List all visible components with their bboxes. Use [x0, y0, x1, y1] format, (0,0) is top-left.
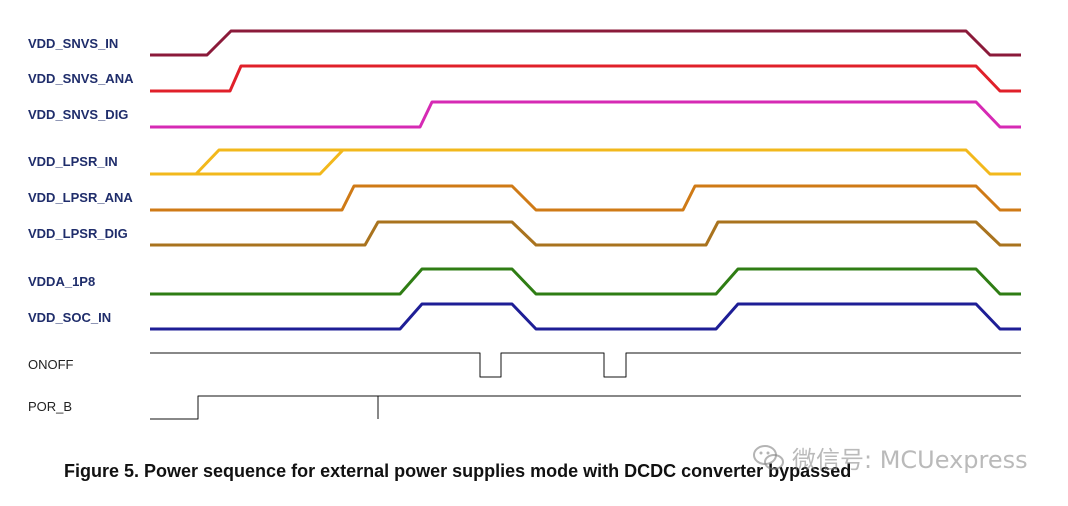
waveform-vdd-lpsr-dig [150, 220, 1021, 247]
label-vdd-snvs-ana: VDD_SNVS_ANA [28, 71, 134, 86]
label-vdd-lpsr-ana: VDD_LPSR_ANA [28, 190, 133, 205]
label-vdd-lpsr-in: VDD_LPSR_IN [28, 154, 118, 169]
waveform-onoff [150, 352, 1021, 378]
label-vdd-snvs-dig: VDD_SNVS_DIG [28, 107, 128, 122]
label-onoff: ONOFF [28, 357, 74, 372]
waveform-vdd-lpsr-in [150, 148, 1021, 176]
label-por-b: POR_B [28, 399, 72, 414]
label-vdd-lpsr-dig: VDD_LPSR_DIG [28, 226, 128, 241]
watermark-text: 微信号: MCUexpress [792, 446, 1028, 474]
waveform-vdd-snvs-dig [150, 100, 1021, 129]
label-vdd-snvs-in: VDD_SNVS_IN [28, 36, 118, 51]
waveform-vdd-soc-in [150, 302, 1021, 331]
waveform-vdd-snvs-ana [150, 64, 1021, 93]
waveform-vdd-lpsr-ana [150, 184, 1021, 212]
label-vdd-soc-in: VDD_SOC_IN [28, 310, 111, 325]
label-vdda-1p8: VDDA_1P8 [28, 274, 95, 289]
watermark: 微信号: MCUexpress [752, 440, 1028, 475]
waveform-vdda-1p8 [150, 267, 1021, 296]
figure-caption: Figure 5. Power sequence for external po… [64, 461, 852, 481]
waveform-vdd-snvs-in [150, 29, 1021, 57]
waveform-por-b [150, 395, 1021, 420]
wechat-icon [753, 444, 784, 470]
